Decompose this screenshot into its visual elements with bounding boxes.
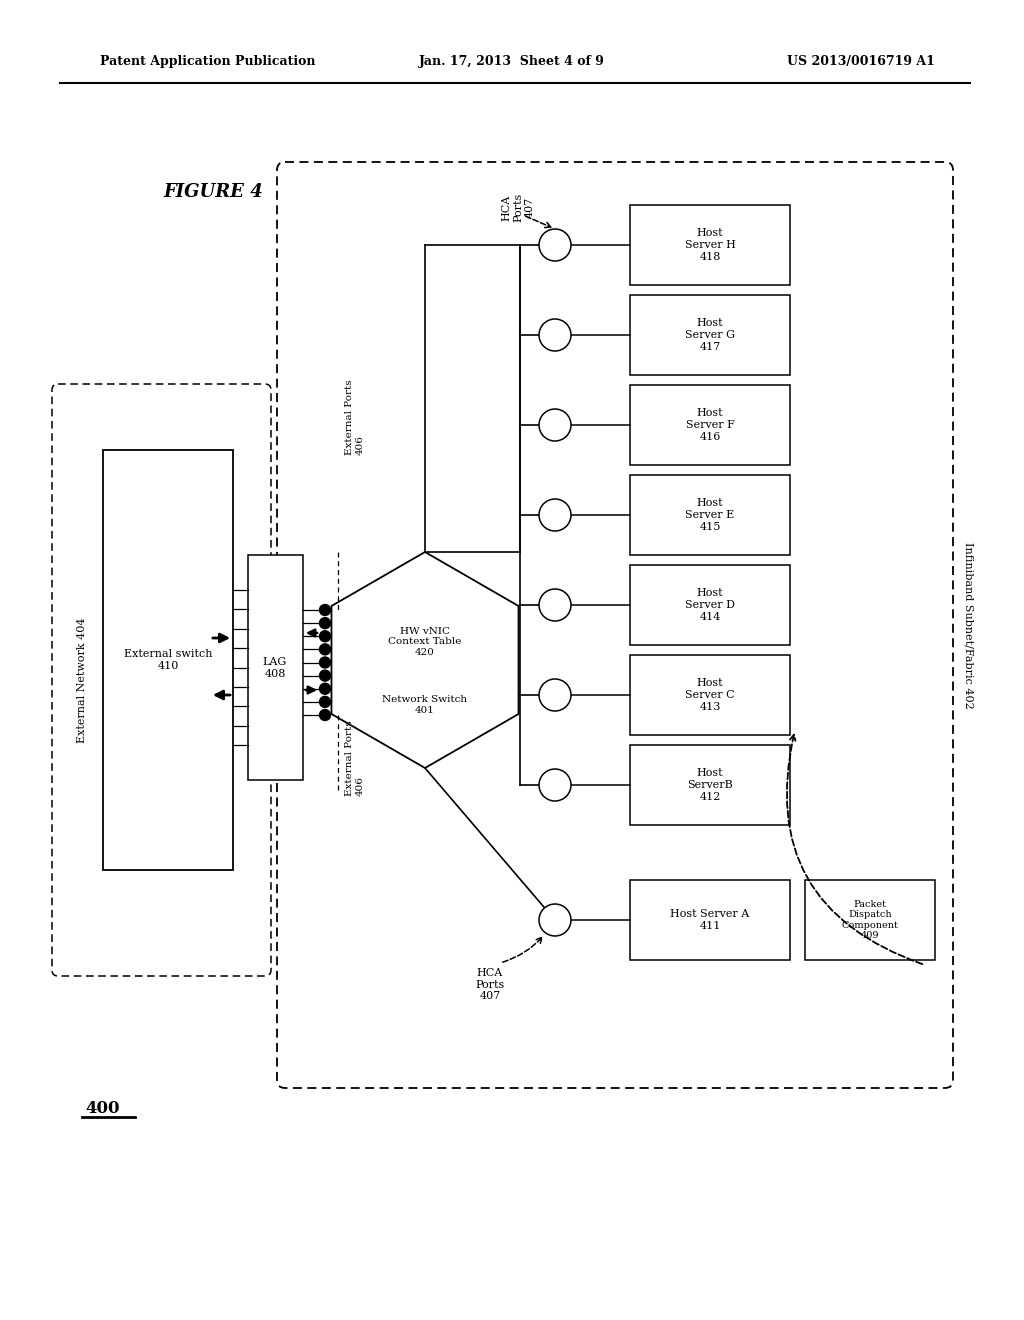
FancyBboxPatch shape <box>630 475 790 554</box>
FancyBboxPatch shape <box>630 565 790 645</box>
Text: Network Switch
401: Network Switch 401 <box>382 696 468 714</box>
Text: Jan. 17, 2013  Sheet 4 of 9: Jan. 17, 2013 Sheet 4 of 9 <box>419 55 605 69</box>
Text: FIGURE 4: FIGURE 4 <box>163 183 263 201</box>
Polygon shape <box>332 552 518 768</box>
Circle shape <box>319 657 331 668</box>
Text: HCA
Ports
407: HCA Ports 407 <box>475 968 505 1001</box>
Circle shape <box>539 678 571 711</box>
Circle shape <box>539 319 571 351</box>
FancyBboxPatch shape <box>630 385 790 465</box>
Text: HW vNIC
Context Table
420: HW vNIC Context Table 420 <box>388 627 462 657</box>
Circle shape <box>319 605 331 615</box>
Circle shape <box>539 770 571 801</box>
Text: Packet
Dispatch
Component
409: Packet Dispatch Component 409 <box>842 900 898 940</box>
FancyBboxPatch shape <box>630 744 790 825</box>
Text: Host
ServerB
412: Host ServerB 412 <box>687 768 733 801</box>
FancyBboxPatch shape <box>630 655 790 735</box>
Text: Host
Server H
418: Host Server H 418 <box>685 228 735 261</box>
Text: External Network 404: External Network 404 <box>77 618 87 743</box>
Circle shape <box>319 710 331 721</box>
Text: Host
Server E
415: Host Server E 415 <box>685 499 734 532</box>
Text: US 2013/0016719 A1: US 2013/0016719 A1 <box>787 55 935 69</box>
Text: LAG
408: LAG 408 <box>263 657 287 678</box>
Text: External Ports
406: External Ports 406 <box>345 379 365 455</box>
Circle shape <box>319 671 331 681</box>
Circle shape <box>539 409 571 441</box>
Circle shape <box>539 589 571 620</box>
Text: Host
Server F
416: Host Server F 416 <box>685 408 734 442</box>
FancyBboxPatch shape <box>630 294 790 375</box>
Text: Infiniband Subnet/Fabric 402: Infiniband Subnet/Fabric 402 <box>963 541 973 709</box>
FancyBboxPatch shape <box>248 554 303 780</box>
FancyBboxPatch shape <box>805 880 935 960</box>
Text: Host
Server D
414: Host Server D 414 <box>685 589 735 622</box>
FancyBboxPatch shape <box>103 450 233 870</box>
Circle shape <box>319 644 331 655</box>
Circle shape <box>539 499 571 531</box>
Circle shape <box>319 697 331 708</box>
Text: 400: 400 <box>85 1100 120 1117</box>
FancyBboxPatch shape <box>630 205 790 285</box>
Text: External Ports
406: External Ports 406 <box>345 719 365 796</box>
Circle shape <box>319 684 331 694</box>
Circle shape <box>539 904 571 936</box>
FancyBboxPatch shape <box>630 880 790 960</box>
Text: Host
Server C
413: Host Server C 413 <box>685 678 735 711</box>
Circle shape <box>539 228 571 261</box>
Circle shape <box>319 631 331 642</box>
Text: HCA
Ports
407: HCA Ports 407 <box>502 193 535 222</box>
Text: Patent Application Publication: Patent Application Publication <box>100 55 315 69</box>
Text: External switch
410: External switch 410 <box>124 649 212 671</box>
Text: Host
Server G
417: Host Server G 417 <box>685 318 735 351</box>
Text: Host Server A
411: Host Server A 411 <box>671 909 750 931</box>
Circle shape <box>319 618 331 628</box>
